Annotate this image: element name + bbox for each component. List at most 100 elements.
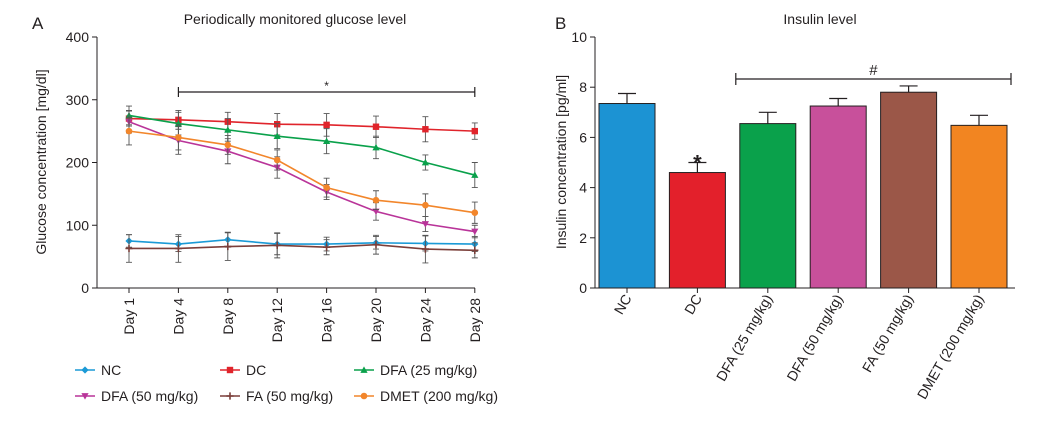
data-point — [471, 127, 478, 135]
x-tick-label: DFA (25 mg/kg) — [713, 292, 775, 384]
legend-label: DMET (200 mg/kg) — [380, 388, 498, 404]
x-tick-label: Day 24 — [417, 298, 433, 343]
x-tick-label: Day 1 — [121, 298, 137, 335]
legend-label: DFA (50 mg/kg) — [101, 388, 198, 404]
legend-label: DC — [246, 362, 266, 378]
data-point — [323, 184, 330, 191]
series-line — [128, 238, 475, 245]
y-tick-label: 0 — [579, 280, 587, 296]
series-dmet-200-mg-kg — [125, 116, 479, 224]
series-fa-50-mg-kg — [125, 232, 479, 264]
panel-b-title: Insulin level — [783, 11, 856, 27]
legend-swatch-marker — [226, 392, 234, 400]
data-point — [372, 123, 380, 130]
y-tick-label: 10 — [571, 29, 587, 45]
series-line — [128, 120, 475, 233]
y-tick-label: 2 — [579, 230, 587, 246]
panel-a-legend: NC DC DFA (25 mg/kg) DFA (50 mg/kg) FA (50 m… — [75, 362, 498, 404]
data-point — [421, 245, 429, 253]
bar — [668, 172, 726, 289]
data-point — [273, 132, 281, 140]
error-bar — [829, 97, 848, 107]
significance-asterisk: * — [693, 151, 702, 176]
data-point — [224, 141, 232, 149]
legend-swatch-marker — [360, 366, 368, 373]
x-tick-label: DMET (200 mg/kg) — [914, 292, 987, 402]
y-tick-label: 8 — [579, 79, 587, 95]
panel-b-bar-chart: 0 2 4 6 8 10 NC DC DFA (25 mg/kg) DFA (50 mg/kg) F… — [571, 29, 1015, 402]
panel-a-title: Periodically monitored glucose level — [184, 11, 407, 27]
legend-item: DC — [220, 362, 266, 378]
data-point — [471, 228, 479, 236]
data-point — [372, 241, 380, 249]
bar — [739, 123, 797, 289]
data-point — [175, 134, 182, 141]
panel-a-letter: A — [32, 14, 44, 33]
data-point — [125, 244, 133, 253]
legend-swatch-marker — [360, 392, 368, 400]
legend-swatch-marker — [226, 366, 234, 374]
bar — [809, 105, 867, 289]
legend-label: DFA (25 mg/kg) — [380, 362, 477, 378]
data-point — [224, 242, 232, 251]
x-tick-label: NC — [611, 292, 635, 318]
panel-a-line-chart: 0 100 200 300 400 Day 1 Day 4 Day 8 Day 12 Day 16… — [66, 29, 483, 342]
x-tick-label: Day 20 — [368, 298, 384, 343]
x-tick-label: DC — [681, 292, 705, 318]
significance-symbol: * — [324, 79, 329, 93]
x-tick-label: Day 12 — [269, 298, 285, 343]
data-point — [471, 171, 479, 178]
y-tick-label: 300 — [66, 92, 90, 108]
data-point — [372, 196, 380, 204]
data-point — [421, 158, 429, 166]
y-tick-label: 4 — [579, 180, 587, 196]
legend-item: DFA (25 mg/kg) — [354, 362, 477, 378]
y-tick-label: 200 — [66, 155, 90, 171]
data-point — [421, 221, 429, 228]
bar — [950, 124, 1008, 289]
data-point — [422, 126, 429, 133]
y-tick-label: 100 — [66, 217, 90, 233]
error-bar — [688, 161, 707, 173]
x-tick-label: FA (50 mg/kg) — [859, 292, 916, 375]
x-tick-label: Day 8 — [220, 298, 236, 335]
data-point — [372, 143, 380, 151]
legend-label: FA (50 mg/kg) — [246, 388, 333, 404]
legend-item: DMET (200 mg/kg) — [354, 388, 498, 404]
legend-item: FA (50 mg/kg) — [220, 388, 333, 404]
series-line — [128, 130, 475, 214]
data-point — [273, 241, 281, 249]
bar — [598, 103, 656, 289]
x-tick-label: Day 4 — [170, 298, 186, 335]
legend-item: NC — [75, 362, 121, 378]
data-point — [174, 244, 182, 253]
series-dfa-25-mg-kg — [125, 105, 479, 189]
legend-item: DFA (50 mg/kg) — [75, 388, 198, 404]
y-tick-label: 400 — [66, 29, 90, 45]
data-point — [224, 126, 232, 133]
error-bar — [758, 111, 777, 124]
data-point — [323, 243, 331, 251]
legend-label: NC — [101, 362, 121, 378]
error-bar — [618, 92, 636, 104]
y-tick-label: 6 — [579, 129, 587, 145]
x-tick-label: Day 16 — [319, 298, 335, 343]
data-point — [422, 201, 429, 209]
series-line — [129, 243, 475, 252]
data-point — [323, 137, 331, 145]
data-point — [273, 156, 281, 164]
data-point — [471, 209, 479, 216]
error-bar — [970, 114, 988, 126]
panel-b-letter: B — [555, 14, 566, 33]
x-tick-label: DFA (50 mg/kg) — [783, 292, 845, 384]
data-point — [323, 121, 330, 129]
y-tick-label: 0 — [81, 280, 89, 296]
x-tick-label: Day 28 — [467, 298, 483, 343]
legend-swatch-marker — [81, 393, 89, 400]
legend-swatch-marker — [81, 366, 89, 374]
data-point — [125, 127, 133, 135]
panel-b-y-axis-label: Insulin concentration [pg/ml] — [553, 75, 569, 249]
error-bar — [899, 85, 918, 93]
significance-symbol: # — [869, 62, 878, 79]
